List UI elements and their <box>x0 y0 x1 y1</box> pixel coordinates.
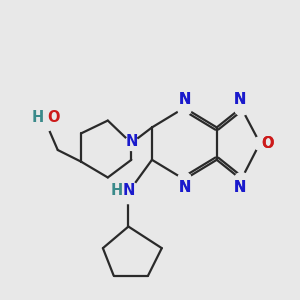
Text: N: N <box>178 92 190 107</box>
Text: N: N <box>234 92 246 107</box>
Text: N: N <box>125 134 137 149</box>
Text: N: N <box>178 180 190 195</box>
Text: O: O <box>261 136 274 151</box>
Text: H: H <box>31 110 44 125</box>
Text: O: O <box>47 110 60 125</box>
Text: H: H <box>110 183 123 198</box>
Text: N: N <box>122 183 135 198</box>
Text: N: N <box>234 180 246 195</box>
Text: N: N <box>178 180 190 195</box>
Text: N: N <box>178 92 190 107</box>
Text: N: N <box>234 92 246 107</box>
Text: O: O <box>261 136 274 151</box>
Text: N: N <box>234 180 246 195</box>
